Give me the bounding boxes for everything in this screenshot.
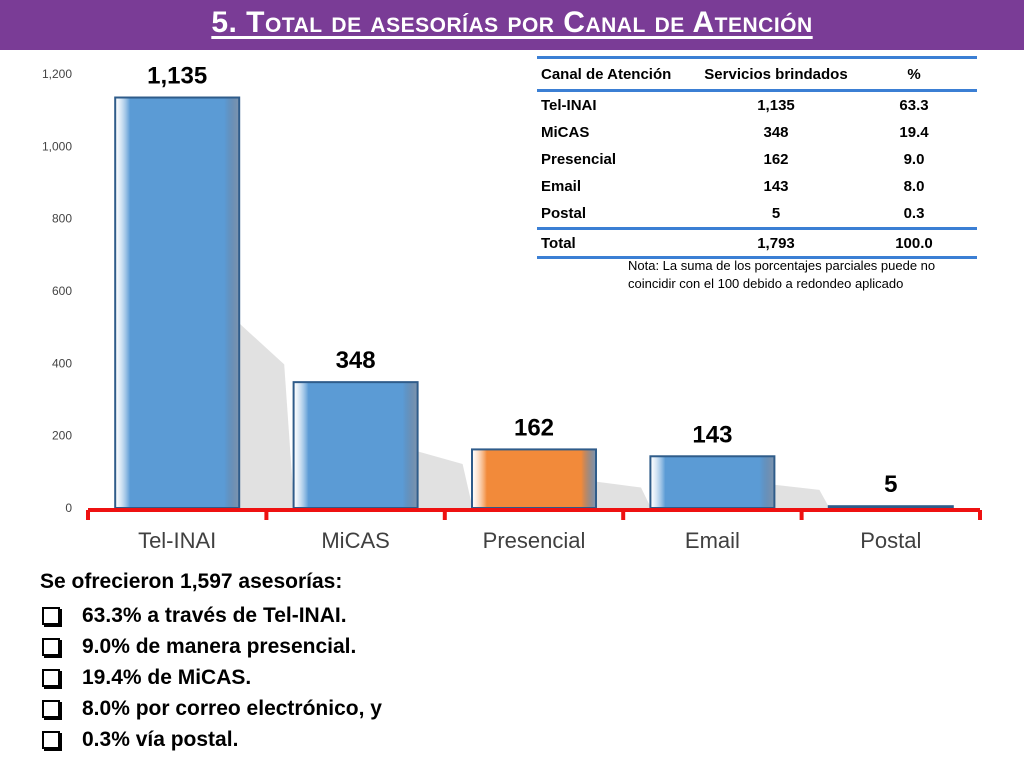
y-tick-label: 1,200 — [42, 67, 72, 81]
table-cell: 19.4 — [899, 124, 929, 141]
table-cell: 348 — [763, 124, 789, 141]
table-cell: 5 — [771, 205, 781, 222]
table-row: MiCAS 348 19.4 — [537, 119, 977, 146]
summary-item-text: 63.3% a través de Tel-INAI. — [82, 603, 347, 627]
bar-value-label: 143 — [692, 421, 732, 448]
y-tick-label: 400 — [52, 356, 72, 370]
table-cell: 8.0 — [903, 178, 925, 195]
table-cell: Total — [541, 234, 576, 252]
table-cell: 162 — [763, 151, 789, 168]
table-cell: Email — [541, 178, 582, 195]
summary-item-text: 9.0% de manera presencial. — [82, 634, 357, 658]
x-category-label: Presencial — [483, 528, 586, 553]
bar-shadow — [417, 451, 473, 508]
table-cell: 9.0 — [903, 151, 925, 168]
summary-item: 0.3% vía postal. — [40, 724, 640, 755]
summary-item-text: 0.3% vía postal. — [82, 727, 239, 751]
checkbox-bullet-icon — [42, 730, 60, 749]
summary-item-text: 8.0% por correo electrónico, y — [82, 696, 382, 720]
bar-shadow — [596, 481, 651, 508]
table-row: Postal 5 0.3 — [537, 200, 977, 227]
x-category-label: MiCAS — [321, 528, 389, 553]
table-row: Tel-INAI 1,135 63.3 — [537, 92, 977, 119]
y-tick-label: 600 — [52, 284, 72, 298]
table-header-row: Canal de Atención Servicios brindados % — [537, 56, 977, 92]
data-table: Canal de Atención Servicios brindados % … — [537, 56, 977, 259]
table-cell: Presencial — [541, 151, 617, 168]
table-cell: Tel-INAI — [541, 97, 597, 114]
checkbox-bullet-icon — [42, 699, 60, 718]
checkbox-bullet-icon — [42, 637, 60, 656]
x-category-label: Postal — [860, 528, 921, 553]
table-cell: MiCAS — [541, 124, 590, 141]
x-category-label: Email — [685, 528, 740, 553]
table-row: Presencial 162 9.0 — [537, 146, 977, 173]
table-cell: 100.0 — [895, 234, 933, 252]
page-title: 5. Total de asesorías por Canal de Atenc… — [211, 6, 813, 39]
bar-value-label: 1,135 — [147, 63, 207, 90]
bar — [649, 455, 776, 510]
table-cell: 1,793 — [757, 234, 795, 252]
x-category-label: Tel-INAI — [138, 528, 216, 553]
table-header-cell: Servicios brindados — [704, 65, 848, 83]
checkbox-bullet-icon — [42, 668, 60, 687]
y-tick-label: 200 — [52, 429, 72, 443]
summary-item-text: 19.4% de MiCAS. — [82, 665, 252, 689]
table-note: Nota: La suma de los porcentajes parcial… — [628, 258, 936, 291]
table-cell: 0.3 — [903, 205, 925, 222]
table-cell: 143 — [763, 178, 789, 195]
checkbox-bullet-icon — [42, 606, 60, 625]
summary-item: 9.0% de manera presencial. — [40, 631, 640, 662]
bar-value-label: 5 — [884, 471, 897, 498]
bar — [292, 381, 419, 510]
table-header-cell: % — [907, 65, 921, 83]
table-cell: Postal — [541, 205, 587, 222]
bar — [114, 96, 241, 510]
bar — [827, 505, 954, 510]
summary-block: Se ofrecieron 1,597 asesorías: 63.3% a t… — [40, 570, 640, 755]
y-tick-label: 800 — [52, 212, 72, 226]
summary-item: 8.0% por correo electrónico, y — [40, 693, 640, 724]
y-tick-label: 1,000 — [42, 139, 72, 153]
table-cell: 1,135 — [757, 97, 795, 114]
table-cell: 63.3 — [899, 97, 929, 114]
bar-shadow — [774, 484, 830, 508]
bar-shadow — [239, 323, 295, 508]
y-tick-label: 0 — [65, 501, 72, 515]
bar-value-label: 162 — [514, 414, 554, 441]
bar — [471, 448, 597, 510]
summary-lead: Se ofrecieron 1,597 asesorías: — [40, 570, 343, 593]
summary-item: 19.4% de MiCAS. — [40, 662, 640, 693]
table-total-row: Total 1,793 100.0 — [537, 227, 977, 259]
table-row: Email 143 8.0 — [537, 173, 977, 200]
table-header-cell: Canal de Atención — [541, 65, 672, 83]
bar-value-label: 348 — [336, 347, 376, 374]
title-bar — [0, 0, 1024, 50]
summary-item: 63.3% a través de Tel-INAI. — [40, 600, 640, 631]
